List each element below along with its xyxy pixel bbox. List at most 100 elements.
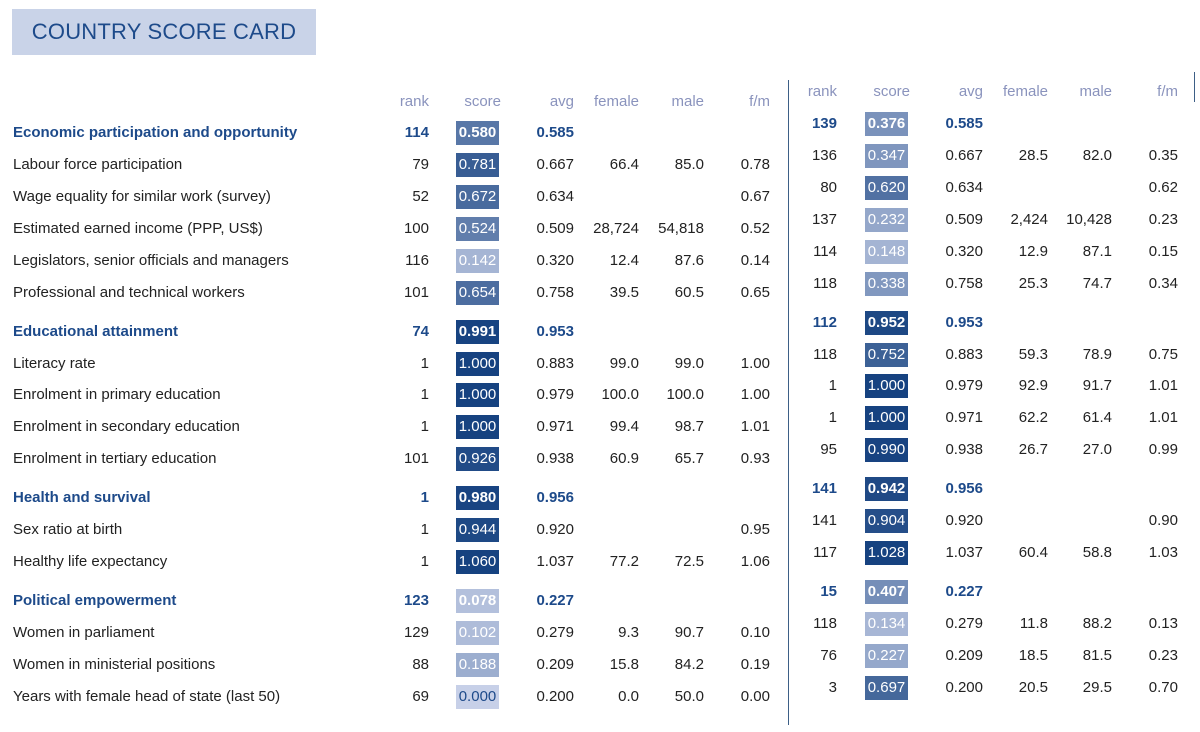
- right-avg: 0.585: [945, 115, 983, 132]
- left-score-badge: 0.991: [456, 319, 499, 344]
- right-rank: 15: [820, 583, 837, 601]
- indicator-row: Women in parliament 129 0.102 0.279 9.3 90.7 0…: [0, 621, 1200, 646]
- right-ratio: 0.23: [1148, 647, 1178, 664]
- indicator-label: Healthy life expectancy: [13, 553, 168, 571]
- right-ratio: 0.75: [1148, 345, 1178, 363]
- left-ratio: 1.06: [740, 553, 770, 571]
- indicator-row: Legislators, senior officials and manage…: [0, 248, 1200, 273]
- right-avg: 0.953: [945, 313, 983, 331]
- left-avg: 0.200: [536, 687, 574, 705]
- category-row-right: 141 0.942 0.956: [0, 477, 1200, 502]
- left-avg: 0.320: [536, 251, 574, 269]
- category-row: Educational attainment 74 0.991 0.953: [0, 319, 1200, 344]
- left-avg: 0.920: [536, 521, 574, 539]
- left-score-badge: 0.672: [456, 184, 499, 209]
- indicator-row-right: 76 0.227 0.209 18.5 81.5 0.23: [0, 644, 1200, 668]
- left-rank: 69: [412, 687, 429, 705]
- right-male: 87.1: [1082, 242, 1112, 260]
- right-female: 25.3: [1018, 274, 1048, 292]
- left-female: 9.3: [618, 624, 639, 642]
- right-score-badge: 0.990: [865, 438, 908, 463]
- left-female: 0.0: [618, 687, 639, 705]
- right-ratio: 0.15: [1148, 242, 1178, 260]
- left-female: 100.0: [601, 386, 639, 404]
- right-male: 78.9: [1082, 345, 1112, 363]
- right-female: 92.9: [1018, 377, 1048, 395]
- left-female: 12.4: [609, 251, 639, 269]
- left-avg: 0.634: [536, 187, 574, 205]
- indicator-label: Labour force participation: [13, 155, 183, 173]
- left-avg: 0.953: [536, 322, 574, 340]
- indicator-row-right: 117 1.028 1.037 60.4 58.8 1.03: [0, 541, 1200, 566]
- left-rank: 101: [403, 450, 429, 468]
- left-male: 60.5: [674, 283, 704, 301]
- right-avg: 0.938: [945, 441, 983, 459]
- right-ratio: 0.23: [1148, 210, 1178, 228]
- right-header-male: male: [1079, 83, 1112, 100]
- right-rank: 76: [820, 647, 837, 664]
- left-avg: 0.971: [536, 418, 574, 436]
- left-ratio: 1.00: [740, 354, 770, 372]
- right-female: 62.2: [1018, 409, 1048, 427]
- left-score-badge: 0.142: [456, 248, 499, 273]
- right-rank: 112: [812, 313, 837, 331]
- indicator-label: Enrolment in primary education: [13, 386, 221, 404]
- indicator-label: Professional and technical workers: [13, 283, 245, 301]
- left-score-badge: 0.654: [456, 280, 499, 305]
- right-female: 60.4: [1018, 544, 1048, 562]
- left-male: 65.7: [674, 450, 704, 468]
- indicator-label: Sex ratio at birth: [13, 521, 123, 539]
- left-score-badge: 1.000: [456, 383, 499, 408]
- category-row-right: 15 0.407 0.227: [0, 580, 1200, 605]
- right-score-badge: 0.904: [865, 509, 908, 534]
- right-ratio: 1.01: [1148, 409, 1178, 427]
- right-score-badge: 0.407: [865, 580, 908, 605]
- left-ratio: 0.65: [740, 283, 770, 301]
- left-score-badge: 0.188: [456, 653, 499, 677]
- right-ratio: [1098, 580, 1178, 604]
- left-ratio: 0.93: [740, 450, 770, 468]
- left-rank: 100: [403, 219, 429, 237]
- left-rank: 1: [420, 489, 429, 507]
- indicator-label: Years with female head of state (last 50…: [13, 687, 281, 705]
- left-avg: 0.279: [536, 624, 574, 642]
- left-header-ratio: f/m: [749, 93, 770, 110]
- panel-divider: [788, 80, 789, 725]
- indicator-row-right: 1 1.000 0.979 92.9 91.7 1.01: [0, 374, 1200, 399]
- left-ratio: 0.19: [740, 656, 770, 673]
- right-rank: 117: [813, 544, 837, 562]
- left-score-badge: 0.926: [456, 447, 499, 472]
- left-score-badge: 0.524: [456, 216, 499, 241]
- right-ratio: 1.03: [1148, 544, 1178, 562]
- right-header-avg: avg: [958, 83, 983, 100]
- left-rank: 123: [403, 592, 429, 610]
- indicator-row: Enrolment in primary education 1 1.000 0.97…: [0, 383, 1200, 408]
- right-female: 12.9: [1018, 242, 1048, 260]
- right-ratio: 0.13: [1148, 615, 1178, 633]
- right-female: 26.7: [1018, 441, 1048, 459]
- indicator-label: Women in ministerial positions: [13, 656, 216, 673]
- right-score-badge: 0.148: [865, 239, 908, 264]
- left-avg: 0.227: [536, 592, 574, 610]
- indicator-row-right: 114 0.148 0.320 12.9 87.1 0.15: [0, 239, 1200, 264]
- right-header-female: female: [1002, 83, 1048, 100]
- category-row: Health and survival 1 0.980 0.956: [0, 486, 1200, 511]
- indicator-row: Enrolment in secondary education 1 1.000 0.…: [0, 415, 1200, 440]
- category-label: Educational attainment: [13, 322, 179, 340]
- indicator-row-right: 118 0.752 0.883 59.3 78.9 0.75: [0, 342, 1200, 367]
- right-avg: 0.279: [945, 615, 983, 633]
- right-header-ratio: f/m: [1157, 83, 1178, 100]
- left-ratio: 0.95: [740, 521, 770, 539]
- right-avg: 0.971: [945, 409, 983, 427]
- left-male: 54,818: [658, 219, 704, 237]
- right-ratio: 0.90: [1148, 512, 1178, 530]
- right-rank: 118: [813, 345, 837, 363]
- right-rank: 137: [811, 210, 837, 228]
- right-female: 18.5: [1018, 647, 1048, 664]
- right-avg: 0.227: [945, 583, 983, 601]
- left-rank: 74: [412, 322, 429, 340]
- right-rank: 136: [811, 146, 837, 164]
- right-female: 11.8: [1019, 615, 1048, 633]
- right-female: 20.5: [1018, 678, 1048, 696]
- right-rank: 1: [828, 377, 837, 395]
